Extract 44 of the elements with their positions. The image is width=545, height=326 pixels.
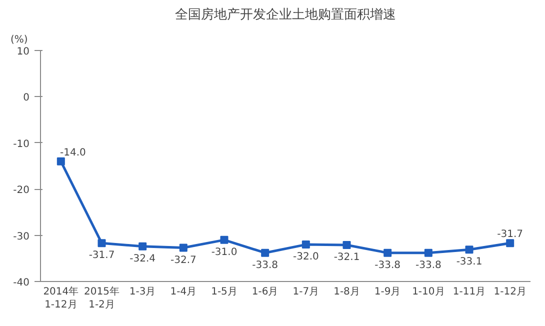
y-axis-title: (%) <box>10 34 28 46</box>
x-tick-label: 2014年 1-12月 <box>43 286 79 311</box>
y-tick-label: -10 <box>13 138 30 150</box>
data-label: -31.7 <box>88 250 115 262</box>
y-tick-label: -20 <box>13 185 30 196</box>
data-label: -33.1 <box>456 256 482 268</box>
x-tick-label: 1-12月 <box>494 286 526 298</box>
data-label: -32.4 <box>130 253 156 264</box>
x-tick-label: 1-3月 <box>129 286 156 298</box>
data-label: -32.0 <box>292 252 319 263</box>
data-label: -31.7 <box>497 229 524 240</box>
x-tick-label: 1-9月 <box>374 286 401 298</box>
point <box>302 240 310 249</box>
x-tick-label: 2015年 1-2月 <box>84 286 120 311</box>
point <box>384 248 392 257</box>
x-tick-label: 1-4月 <box>170 286 197 298</box>
point <box>98 239 106 248</box>
point <box>138 242 147 250</box>
data-label: -33.8 <box>252 260 278 271</box>
x-tick-label: 1-7月 <box>292 286 320 298</box>
x-tick-label: 1-11月 <box>452 286 486 298</box>
x-tick-label: 1-5月 <box>211 286 238 298</box>
point <box>56 157 65 166</box>
x-tick-label: 1-6月 <box>252 286 278 298</box>
data-label: -14.0 <box>60 147 86 158</box>
data-label: -32.1 <box>334 252 360 263</box>
y-tick-label: -30 <box>13 231 30 242</box>
y-tick-label: 0 <box>23 92 30 104</box>
point <box>506 239 514 248</box>
point <box>342 241 351 249</box>
point <box>465 246 474 254</box>
y-tick-label: -40 <box>13 278 30 288</box>
data-label: -33.8 <box>374 260 401 271</box>
data-label: -32.7 <box>170 254 196 266</box>
x-tick-label: 1-8月 <box>334 286 360 298</box>
data-label: -33.8 <box>415 260 442 271</box>
point <box>220 236 228 244</box>
point <box>179 244 188 252</box>
y-tick-label: 10 <box>16 46 30 58</box>
chart-title: 全国房地产开发企业土地购置面积增速 <box>175 6 396 22</box>
point <box>261 248 270 257</box>
x-tick-label: 1-10月 <box>412 286 445 298</box>
data-label: -31.0 <box>211 246 238 258</box>
point <box>424 248 432 257</box>
